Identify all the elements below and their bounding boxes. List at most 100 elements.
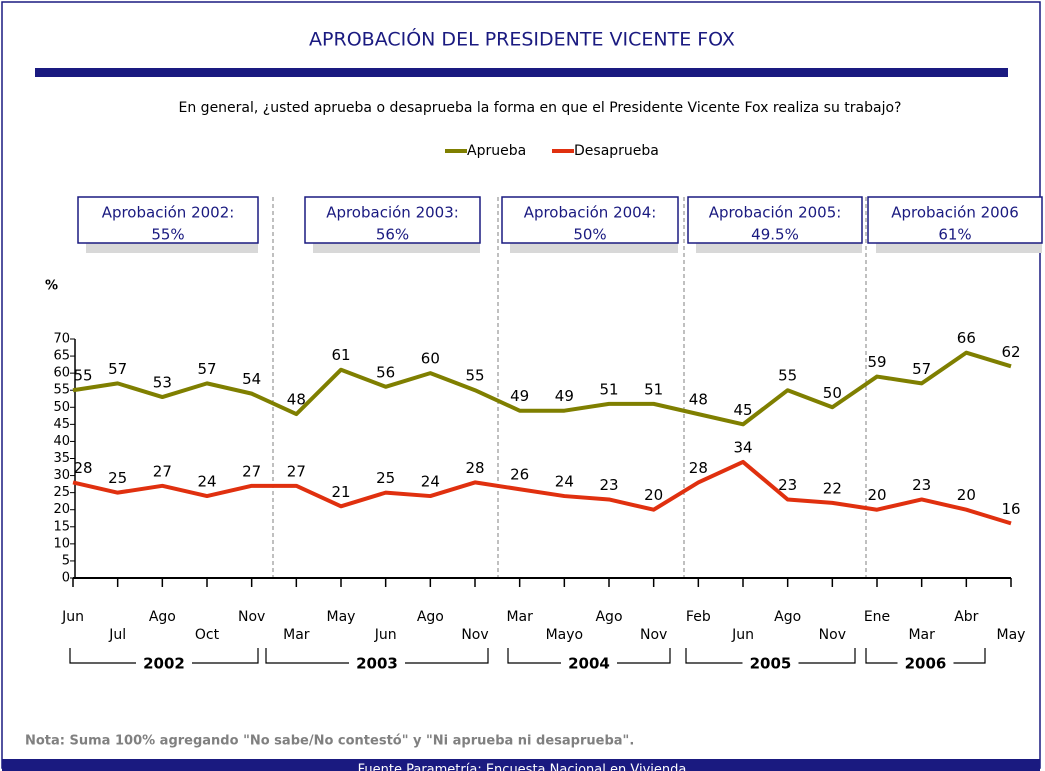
annotation-box [687, 196, 863, 244]
x-tick-label: Ene [864, 609, 890, 625]
box-shadow [876, 243, 1042, 253]
y-tick-label: 35 [53, 451, 70, 466]
data-label: 57 [912, 360, 931, 378]
annotation-label: Aprobación 2004: [524, 204, 657, 222]
data-label: 49 [555, 387, 574, 405]
x-tick-label: Nov [461, 627, 488, 643]
data-label: 28 [689, 459, 708, 477]
data-label: 23 [912, 476, 931, 494]
data-label: 23 [599, 476, 618, 494]
subtitle: En general, ¿usted aprueba o desaprueba … [179, 100, 902, 116]
legend-label: Desaprueba [574, 143, 659, 159]
data-label: 24 [197, 473, 216, 491]
data-label: 24 [421, 473, 440, 491]
annotation-box [501, 196, 679, 244]
x-tick-label: Nov [819, 627, 846, 643]
y-tick-label: 30 [53, 468, 70, 483]
y-tick-label: 0 [62, 571, 70, 586]
data-label: 49 [510, 387, 529, 405]
x-tick-label: Oct [195, 627, 220, 643]
data-label: 50 [823, 384, 842, 402]
x-tick-label: Jul [108, 627, 126, 643]
title-bar [35, 68, 1008, 77]
data-label: 25 [376, 469, 395, 487]
data-label: 48 [287, 391, 306, 409]
year-bracket [507, 648, 671, 664]
data-label: 57 [197, 360, 216, 378]
data-label: 60 [421, 350, 440, 368]
annotation-value: 50% [573, 226, 606, 244]
x-tick-label: Ago [595, 609, 622, 625]
legend-label: Aprueba [467, 143, 526, 159]
data-label: 27 [287, 462, 306, 480]
data-label: 28 [465, 459, 484, 477]
year-label: 2006 [905, 655, 947, 673]
y-tick-label: 70 [53, 332, 70, 347]
annotation-label: Aprobación 2002: [102, 204, 235, 222]
annotation-label: Aprobación 2005: [709, 204, 842, 222]
data-label: 28 [73, 459, 92, 477]
data-label: 55 [465, 367, 484, 385]
annotation-value: 49.5% [751, 226, 799, 244]
data-label: 51 [644, 380, 663, 398]
data-label: 21 [331, 483, 350, 501]
box-shadow [510, 243, 678, 253]
annotation-value: 56% [376, 226, 409, 244]
x-tick-label: May [997, 627, 1026, 643]
year-bracket [265, 648, 489, 664]
y-tick-label: 20 [53, 502, 70, 517]
series-line [72, 459, 1012, 526]
year-label: 2004 [568, 655, 610, 673]
year-bracket [865, 648, 986, 664]
y-tick-label: 15 [53, 519, 70, 534]
data-label: 25 [108, 469, 127, 487]
annotation-label: Aprobación 2003: [326, 204, 459, 222]
data-label: 59 [867, 353, 886, 371]
x-tick-label: Nov [238, 609, 265, 625]
data-label: 66 [957, 329, 976, 347]
year-bracket [69, 648, 259, 664]
y-axis-label: % [45, 279, 58, 294]
data-label: 27 [153, 462, 172, 480]
data-label: 53 [153, 374, 172, 392]
series-line [72, 350, 1012, 427]
year-label: 2002 [143, 655, 185, 673]
annotation-label: Aprobación 2006 [891, 204, 1019, 222]
y-tick-label: 45 [53, 417, 70, 432]
x-tick-label: Mar [283, 627, 310, 643]
y-tick-label: 10 [53, 536, 70, 551]
annotation-value: 61% [938, 226, 971, 244]
x-tick-label: Feb [686, 609, 711, 625]
y-tick-label: 60 [53, 366, 70, 381]
data-label: 55 [778, 367, 797, 385]
data-label: 54 [242, 370, 261, 388]
data-label: 22 [823, 479, 842, 497]
annotation-box [867, 196, 1043, 244]
data-label: 20 [957, 486, 976, 504]
x-tick-label: Jun [374, 627, 397, 643]
year-label: 2005 [750, 655, 792, 673]
x-tick-label: Abr [954, 609, 978, 625]
y-tick-label: 5 [62, 553, 70, 568]
y-tick-label: 40 [53, 434, 70, 449]
y-tick-label: 65 [53, 349, 70, 364]
data-label: 24 [555, 473, 574, 491]
x-tick-label: Nov [640, 627, 667, 643]
annotation-value: 55% [151, 226, 184, 244]
x-tick-label: Ago [417, 609, 444, 625]
chart-title: APROBACIÓN DEL PRESIDENTE VICENTE FOX [309, 27, 735, 51]
x-tick-label: Mar [506, 609, 533, 625]
data-label: 34 [733, 438, 752, 456]
annotation-box [304, 196, 481, 244]
data-label: 61 [331, 346, 350, 364]
data-label: 27 [242, 462, 261, 480]
year-bracket [685, 648, 856, 664]
data-label: 26 [510, 466, 529, 484]
x-tick-label: Ago [149, 609, 176, 625]
data-label: 16 [1001, 500, 1020, 518]
x-tick-label: Ago [774, 609, 801, 625]
y-tick-label: 55 [53, 383, 70, 398]
x-tick-label: Jun [731, 627, 754, 643]
box-shadow [696, 243, 862, 253]
